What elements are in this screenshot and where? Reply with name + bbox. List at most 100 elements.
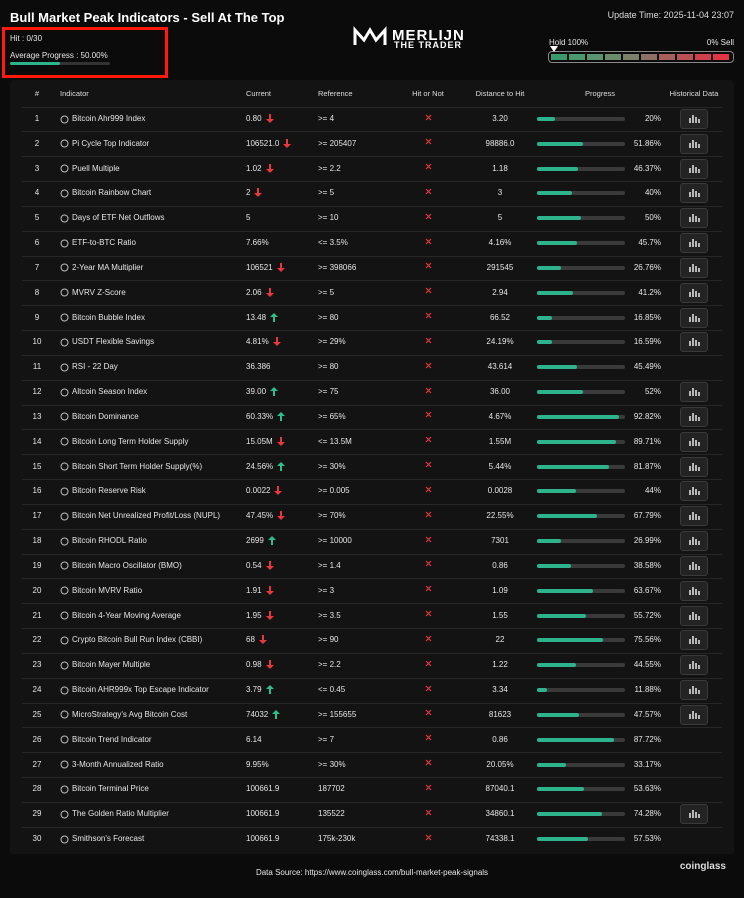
history-button[interactable]	[680, 481, 708, 502]
column-header: Hit or Not	[412, 89, 444, 98]
history-button[interactable]	[680, 282, 708, 303]
trend-arrow	[270, 312, 278, 322]
progress-bar	[537, 613, 587, 618]
column-header: Distance to Hit	[475, 89, 525, 98]
indicator-name: Bitcoin RHODL Ratio	[72, 536, 147, 546]
history-button[interactable]	[680, 233, 708, 254]
hit-status	[425, 511, 432, 518]
progress-bar	[537, 837, 588, 842]
history-button[interactable]	[680, 307, 708, 328]
indicator-name: 2-Year MA Multiplier	[72, 262, 144, 272]
progress-bar	[537, 141, 583, 146]
progress-label: 46.37%	[633, 163, 661, 173]
progress-label: 38.58%	[633, 560, 661, 570]
chart-icon	[689, 636, 700, 645]
history-button[interactable]	[680, 158, 708, 179]
indicator-icon	[60, 710, 69, 719]
trend-arrow	[277, 411, 285, 421]
history-button[interactable]	[680, 431, 708, 452]
progress-track	[537, 265, 625, 270]
trend-arrow	[283, 138, 291, 148]
history-button[interactable]	[680, 655, 708, 676]
hit-status	[425, 163, 432, 170]
reference: >= 30%	[318, 461, 346, 471]
row-number: 29	[32, 809, 42, 819]
gauge-segment	[551, 54, 567, 60]
indicator-icon	[60, 288, 69, 297]
indicator-name: USDT Flexible Savings	[72, 337, 155, 347]
data-source: Data Source: https://www.coinglass.com/b…	[255, 868, 489, 877]
indicator-name: Bitcoin MVRV Ratio	[72, 585, 143, 595]
chart-icon	[689, 115, 700, 123]
column-header: #	[34, 89, 40, 98]
indicator-icon	[60, 239, 69, 248]
progress-bar	[537, 265, 561, 270]
history-button[interactable]	[680, 332, 708, 353]
history-button[interactable]	[680, 605, 708, 626]
row-number: 23	[32, 660, 42, 670]
gauge-right-label: 0% Sell	[706, 38, 734, 47]
history-button[interactable]	[680, 704, 708, 725]
history-button[interactable]	[680, 555, 708, 576]
chart-icon	[689, 462, 700, 471]
history-button[interactable]	[680, 257, 708, 278]
progress-bar	[537, 663, 577, 668]
indicator-icon	[60, 810, 69, 819]
history-button[interactable]	[680, 506, 708, 527]
distance: 2.94	[492, 287, 508, 297]
current-value: 100661.9	[246, 834, 280, 844]
gauge-segment	[659, 54, 675, 60]
history-button[interactable]	[680, 406, 708, 427]
current-value: 4.81%	[246, 337, 269, 347]
chart-icon	[689, 189, 700, 198]
average-progress-bar	[10, 62, 60, 65]
history-button[interactable]	[680, 456, 708, 477]
chart-icon	[689, 661, 700, 670]
hit-status	[425, 685, 432, 692]
current-value: 1.02	[246, 163, 262, 173]
indicator-name: Bitcoin Terminal Price	[72, 784, 149, 794]
progress-track	[537, 762, 625, 767]
hit-status	[425, 734, 432, 741]
chart-icon	[689, 388, 700, 397]
current-value: 3.79	[246, 685, 262, 695]
row-separator	[22, 305, 722, 307]
gauge-segment	[695, 54, 711, 60]
history-button[interactable]	[680, 109, 708, 129]
trend-arrow	[273, 337, 281, 347]
progress-label: 87.72%	[633, 734, 661, 744]
history-button[interactable]	[680, 382, 708, 403]
average-progress: Average Progress : 50.00%	[10, 51, 108, 60]
current-value: 39.00	[246, 387, 267, 397]
chart-icon	[689, 611, 700, 620]
history-button[interactable]	[680, 680, 708, 701]
column-header: Historical Data	[669, 89, 719, 98]
trend-arrow	[266, 660, 274, 670]
history-button[interactable]	[680, 183, 708, 204]
gauge-segment	[587, 54, 603, 60]
history-button[interactable]	[680, 133, 708, 154]
distance: 1.55	[492, 610, 508, 620]
history-button[interactable]	[680, 531, 708, 552]
history-button[interactable]	[680, 630, 708, 651]
row-separator	[22, 603, 722, 605]
distance: 3.20	[492, 114, 508, 123]
reference: >= 90	[318, 635, 339, 645]
indicator-name: MicroStrategy's Avg Bitcoin Cost	[72, 709, 188, 719]
hit-status	[425, 610, 432, 617]
row-separator	[22, 230, 722, 232]
history-button[interactable]	[680, 208, 708, 229]
progress-bar	[537, 464, 610, 469]
history-button[interactable]	[680, 580, 708, 601]
gauge	[548, 51, 734, 63]
chart-icon	[689, 338, 700, 347]
hit-status	[425, 709, 432, 716]
history-button[interactable]	[680, 804, 708, 825]
trend-arrow	[266, 560, 274, 570]
indicator-icon	[60, 760, 69, 769]
trend-arrow	[277, 511, 285, 521]
progress-track	[537, 563, 625, 568]
hit-status	[425, 660, 432, 667]
progress-label: 33.17%	[633, 759, 661, 769]
progress-label: 11.88%	[634, 685, 661, 695]
